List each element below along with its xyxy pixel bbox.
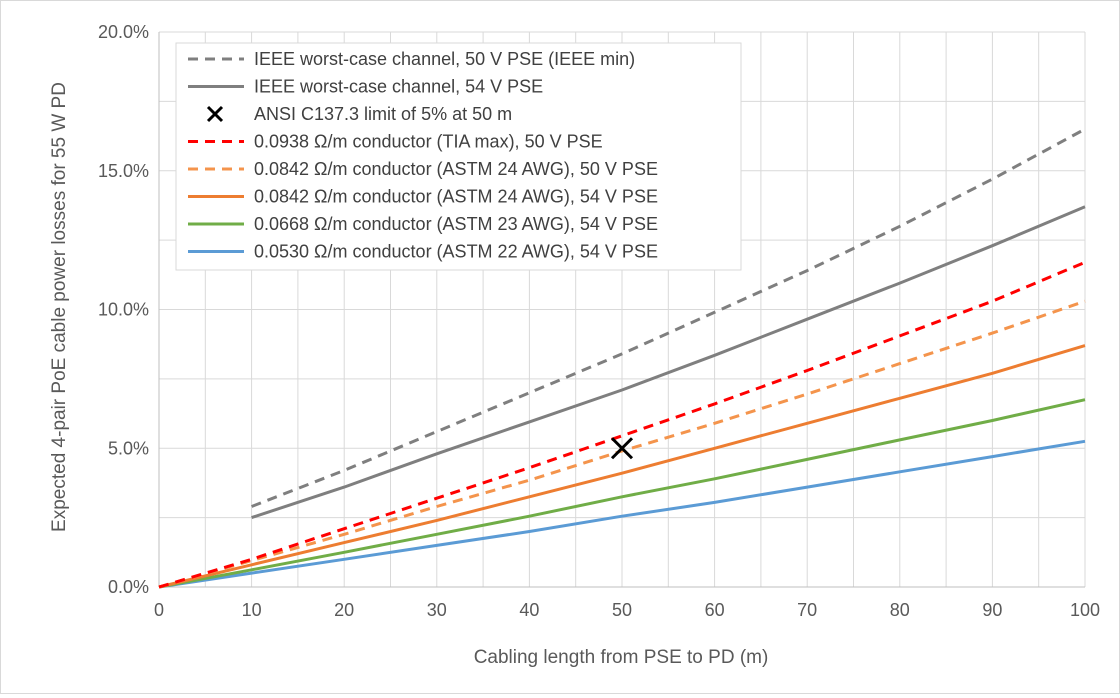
legend-label: IEEE worst-case channel, 50 V PSE (IEEE … (254, 49, 635, 69)
x-tick-label: 60 (705, 600, 725, 620)
series-lines (158, 127, 1086, 589)
legend-entry: IEEE worst-case channel, 54 V PSE (188, 77, 543, 97)
legend-entry: 0.0668 Ω/m conductor (ASTM 23 AWG), 54 V… (188, 214, 658, 234)
ansi-limit-marker (610, 437, 634, 460)
y-tick-label: 20.0% (98, 22, 149, 42)
x-tick-label: 70 (797, 600, 817, 620)
series-line-1 (251, 127, 1086, 508)
x-tick-label: 100 (1070, 600, 1100, 620)
legend-label: 0.0842 Ω/m conductor (ASTM 24 AWG), 50 V… (254, 159, 658, 179)
series-line-2 (251, 205, 1086, 520)
x-tick-label: 50 (612, 600, 632, 620)
y-tick-label: 0.0% (108, 577, 149, 597)
x-tick-label: 10 (242, 600, 262, 620)
series-line-4 (158, 260, 1086, 589)
series-line-6 (158, 344, 1086, 589)
legend-entry: 0.0530 Ω/m conductor (ASTM 22 AWG), 54 V… (188, 242, 658, 262)
legend-label: 0.0668 Ω/m conductor (ASTM 23 AWG), 54 V… (254, 214, 658, 234)
x-tick-label: 0 (154, 600, 164, 620)
y-tick-label: 15.0% (98, 161, 149, 181)
series-line-8 (158, 439, 1086, 589)
series-line-7 (158, 398, 1086, 589)
y-tick-label: 10.0% (98, 300, 149, 320)
x-axis-title: Cabling length from PSE to PD (m) (474, 647, 769, 668)
legend-label: IEEE worst-case channel, 54 V PSE (254, 77, 543, 97)
legend-entry: 0.0842 Ω/m conductor (ASTM 24 AWG), 54 V… (188, 187, 658, 207)
axes (158, 32, 1085, 588)
x-tick-label: 20 (334, 600, 354, 620)
x-tick-label: 90 (982, 600, 1002, 620)
legend-label: ANSI C137.3 limit of 5% at 50 m (254, 104, 512, 124)
series-line-5 (158, 299, 1086, 589)
legend-box (175, 42, 742, 271)
x-tick-label: 30 (427, 600, 447, 620)
legend-entry: 0.0938 Ω/m conductor (TIA max), 50 V PSE (188, 132, 603, 152)
x-tick-label: 80 (890, 600, 910, 620)
legend-label: 0.0938 Ω/m conductor (TIA max), 50 V PSE (254, 132, 603, 152)
legend-entry: IEEE worst-case channel, 50 V PSE (IEEE … (188, 49, 635, 69)
y-axis-title: Expected 4-pair PoE cable power losses f… (49, 82, 70, 532)
y-tick-label: 5.0% (108, 438, 149, 458)
x-tick-label: 40 (519, 600, 539, 620)
legend-entry: 0.0842 Ω/m conductor (ASTM 24 AWG), 50 V… (188, 159, 658, 179)
legend-label: 0.0842 Ω/m conductor (ASTM 24 AWG), 54 V… (254, 187, 658, 207)
legend-entry: ANSI C137.3 limit of 5% at 50 m (206, 104, 512, 124)
legend: IEEE worst-case channel, 50 V PSE (IEEE … (175, 42, 742, 271)
legend-marker-x (206, 105, 224, 123)
tick-labels: 0 10 20 30 40 50 60 70 80 90 100 0.0% 5.0% 10.0% 15.0%… (98, 22, 1100, 620)
legend-label: 0.0530 Ω/m conductor (ASTM 22 AWG), 54 V… (254, 242, 658, 262)
